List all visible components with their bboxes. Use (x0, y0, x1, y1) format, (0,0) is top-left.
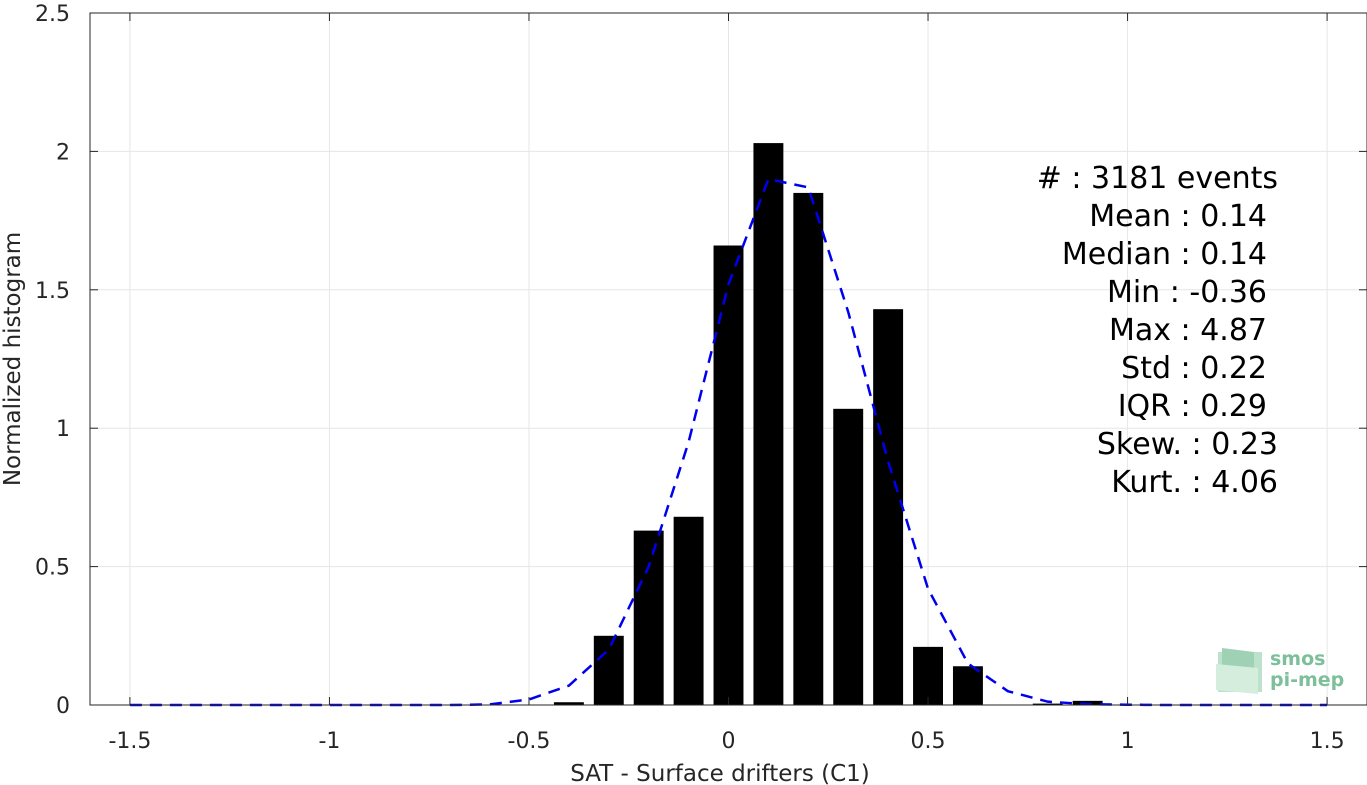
stat-line: IQR : 0.29 (1118, 389, 1267, 424)
tick-labels: -1.5 -1 -0.5 0 0.5 1 1.5 0 0.5 1 1.5 2 2.5 (35, 2, 1345, 754)
logo-text-pimep: pi-mep (1270, 669, 1344, 691)
stat-line: Mean : 0.14 (1089, 199, 1267, 234)
logo-icon (1216, 648, 1262, 694)
x-tick-label: -0.5 (508, 729, 551, 754)
x-tick-label: 0.5 (911, 729, 946, 754)
histogram-bar (593, 635, 624, 705)
y-tick-label: 0 (56, 694, 70, 719)
histogram-bar (833, 408, 864, 705)
logo-text-smos: smos (1270, 648, 1325, 670)
stat-line: Kurt. : 4.06 (1111, 465, 1278, 500)
histogram-bar (553, 702, 584, 705)
histogram-bars (553, 143, 1103, 706)
histogram-bar (873, 309, 904, 705)
stat-line: Min : -0.36 (1107, 275, 1267, 310)
histogram-bar (913, 646, 943, 705)
x-tick-label: 1.5 (1310, 729, 1345, 754)
stat-line: Median : 0.14 (1062, 237, 1267, 272)
histogram-bar (753, 143, 784, 705)
y-axis-title: Normalized histogram (0, 232, 26, 486)
x-tick-label: -1.5 (108, 729, 151, 754)
smos-logo: smos pi-mep (1216, 648, 1344, 694)
x-tick-label: 0 (722, 729, 736, 754)
stat-line: Max : 4.87 (1109, 313, 1267, 348)
y-tick-label: 1 (56, 417, 70, 442)
histogram-bar (1032, 703, 1063, 705)
histogram-bar (952, 666, 983, 705)
x-tick-label: 1 (1121, 729, 1135, 754)
y-tick-label: 2 (56, 140, 70, 165)
histogram-bar (793, 192, 824, 706)
y-tick-label: 1.5 (35, 279, 70, 304)
histogram-bar (633, 530, 664, 705)
stat-line: Std : 0.22 (1121, 351, 1267, 386)
stat-line: # : 3181 events (1037, 161, 1278, 196)
x-axis-title: SAT - Surface drifters (C1) (570, 761, 870, 785)
y-tick-label: 0.5 (35, 556, 70, 581)
x-tick-label: -1 (318, 729, 340, 754)
histogram-bar (713, 245, 744, 705)
histogram-bar (673, 516, 704, 705)
stat-line: Skew. : 0.23 (1097, 427, 1278, 462)
y-tick-label: 2.5 (35, 2, 70, 27)
axes (89, 12, 1367, 706)
